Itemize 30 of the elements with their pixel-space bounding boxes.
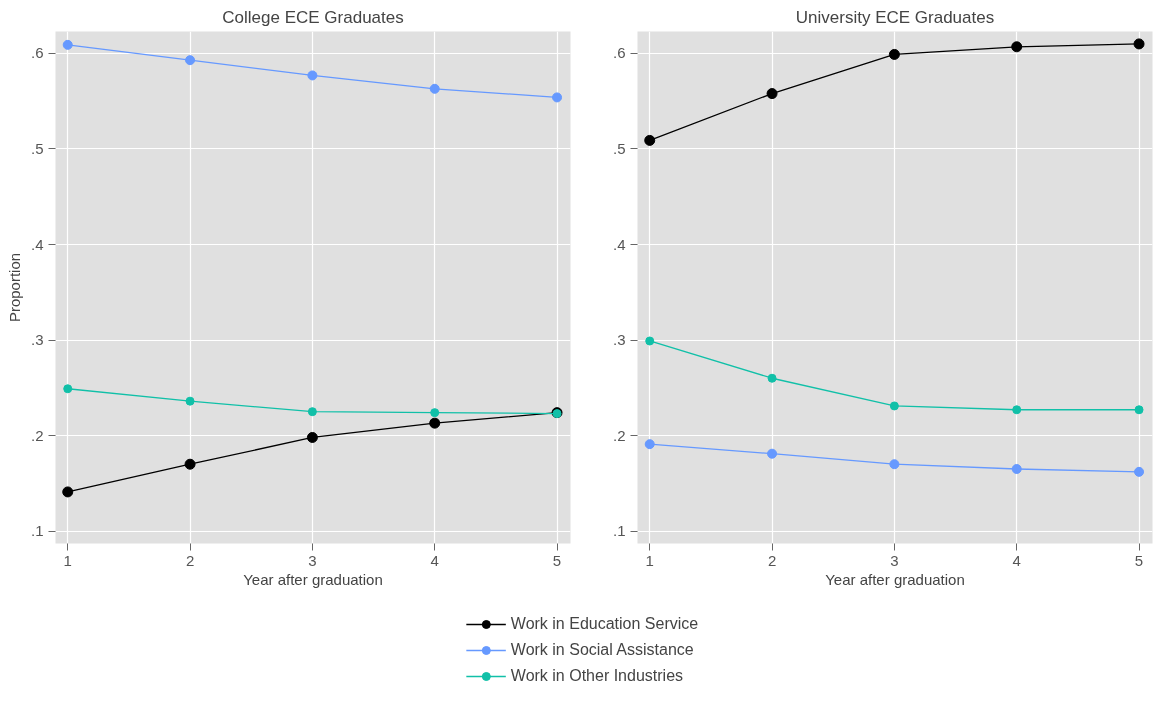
y-tick-label: .1 bbox=[612, 522, 626, 540]
y-tick-label: .6 bbox=[612, 44, 626, 62]
y-tick-label: .2 bbox=[612, 426, 626, 444]
chart-title: University ECE Graduates bbox=[795, 7, 995, 27]
x-tick-label: 1 bbox=[63, 551, 72, 569]
legend-label: Work in Social Assistance bbox=[510, 641, 694, 659]
x-tick-label: 3 bbox=[308, 551, 317, 569]
x-axis-title: Year after graduation bbox=[825, 570, 965, 588]
y-tick-label: .1 bbox=[30, 522, 44, 540]
y-tick-label: .2 bbox=[30, 426, 44, 444]
y-tick-label: .4 bbox=[612, 235, 626, 253]
x-tick-label: 3 bbox=[890, 551, 899, 569]
x-tick-label: 1 bbox=[645, 551, 654, 569]
x-tick-label: 2 bbox=[185, 551, 195, 569]
legend-label: Work in Other Industries bbox=[510, 667, 684, 685]
x-tick-label: 2 bbox=[767, 551, 777, 569]
y-tick-label: .3 bbox=[30, 331, 44, 349]
chart-title: College ECE Graduates bbox=[222, 7, 404, 27]
x-axis-title: Year after graduation bbox=[243, 570, 383, 588]
legend-label: Work in Education Service bbox=[510, 615, 699, 633]
y-axis-title: Proportion bbox=[5, 252, 23, 323]
x-tick-label: 5 bbox=[552, 551, 562, 569]
x-tick-label: 5 bbox=[1134, 551, 1144, 569]
y-tick-label: .3 bbox=[612, 331, 626, 349]
x-tick-label: 4 bbox=[1012, 551, 1021, 569]
y-tick-label: .5 bbox=[30, 139, 44, 157]
x-tick-label: 4 bbox=[430, 551, 439, 569]
y-tick-label: .4 bbox=[30, 235, 44, 253]
y-tick-label: .5 bbox=[612, 139, 626, 157]
y-tick-label: .6 bbox=[30, 44, 44, 62]
